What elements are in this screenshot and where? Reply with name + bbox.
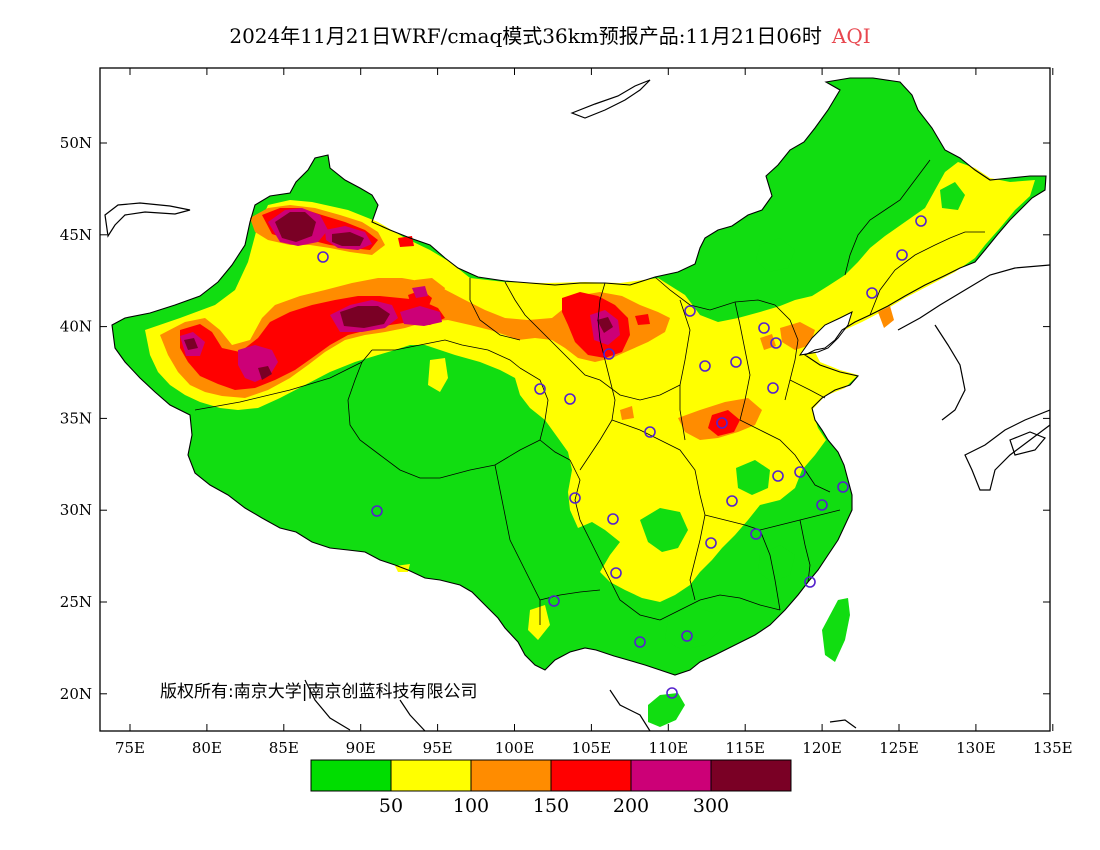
lon-tick-label: 110E <box>649 739 689 757</box>
station-marker <box>750 528 762 540</box>
axis-ticks <box>100 68 1054 731</box>
station-marker <box>758 322 770 334</box>
station-marker <box>699 360 711 372</box>
station-marker <box>767 382 779 394</box>
lat-tick-label: 20N <box>60 685 92 703</box>
station-marker <box>371 505 383 517</box>
lat-tick-label: 45N <box>60 226 92 244</box>
station-marker <box>548 595 560 607</box>
legend-label: 100 <box>453 795 489 817</box>
legend-label: 50 <box>379 795 403 817</box>
lon-tick-label: 130E <box>956 739 996 757</box>
lon-tick-label: 105E <box>572 739 612 757</box>
station-marker <box>684 305 696 317</box>
legend-swatch <box>710 759 792 792</box>
station-marker <box>610 567 622 579</box>
copyright-text: 版权所有:南京大学|南京创蓝科技有限公司 <box>160 682 477 702</box>
station-marker <box>794 466 806 478</box>
station-marker <box>896 249 908 261</box>
legend-swatch <box>310 759 392 792</box>
lon-tick-label: 95E <box>423 739 453 757</box>
legend-label: 150 <box>533 795 569 817</box>
map-content: 版权所有:南京大学|南京创蓝科技有限公司 <box>104 77 1050 731</box>
lon-tick-label: 85E <box>269 739 299 757</box>
station-marker <box>730 356 742 368</box>
station-marker <box>564 393 576 405</box>
aqi-good-pockets <box>640 182 965 650</box>
lon-tick-label: 135E <box>1033 739 1073 757</box>
station-marker <box>534 383 546 395</box>
station-marker <box>716 417 728 429</box>
lon-tick-label: 120E <box>802 739 842 757</box>
station-marker <box>915 215 927 227</box>
lon-tick-label: 90E <box>346 739 376 757</box>
station-marker <box>681 630 693 642</box>
neighbor-coastlines <box>104 79 1050 731</box>
legend-swatch <box>630 759 712 792</box>
latitude-labels: 50N 45N 40N 35N 30N 25N 20N <box>60 134 92 703</box>
title-text: 2024年11月21日WRF/cmaq模式36km预报产品:11月21日06时 <box>229 24 822 48</box>
lat-tick-label: 35N <box>60 409 92 427</box>
station-marker <box>837 481 849 493</box>
lon-tick-label: 125E <box>879 739 919 757</box>
lon-tick-label: 115E <box>725 739 765 757</box>
station-marker <box>569 492 581 504</box>
station-marker <box>644 426 656 438</box>
hainan-island <box>648 693 685 727</box>
legend-swatch <box>550 759 632 792</box>
legend-swatch <box>470 759 552 792</box>
station-markers <box>317 215 927 699</box>
station-marker <box>866 287 878 299</box>
station-marker <box>634 636 646 648</box>
map-title: 2024年11月21日WRF/cmaq模式36km预报产品:11月21日06时 A… <box>0 20 1100 49</box>
lat-tick-label: 30N <box>60 501 92 519</box>
aqi-hazardous-zones <box>184 212 613 380</box>
map-frame <box>99 67 1051 732</box>
legend-swatch <box>390 759 472 792</box>
bohai-bay <box>798 311 853 356</box>
legend-label: 200 <box>613 795 649 817</box>
lat-tick-label: 25N <box>60 593 92 611</box>
province-boundaries <box>194 159 985 625</box>
longitude-labels: 75E 80E 85E 90E 95E 100E 105E 110E 115E 120E 125E 1… <box>115 739 1073 757</box>
station-marker <box>804 576 816 588</box>
station-marker <box>705 537 717 549</box>
legend-label: 300 <box>693 795 729 817</box>
china-outline <box>111 77 1047 676</box>
title-variable: AQI <box>831 24 871 48</box>
station-marker <box>770 337 782 349</box>
station-marker <box>816 499 828 511</box>
station-marker <box>726 495 738 507</box>
station-marker <box>772 470 784 482</box>
lat-tick-label: 50N <box>60 134 92 152</box>
lon-tick-label: 100E <box>495 739 535 757</box>
lon-tick-label: 80E <box>192 739 222 757</box>
taiwan-island <box>822 598 850 662</box>
station-marker <box>607 513 619 525</box>
lon-tick-label: 75E <box>115 739 145 757</box>
station-marker <box>317 251 329 263</box>
lat-tick-label: 40N <box>60 318 92 336</box>
station-marker <box>666 687 678 699</box>
aqi-legend: 50 100 150 200 300 <box>310 759 792 817</box>
station-marker <box>603 348 615 360</box>
